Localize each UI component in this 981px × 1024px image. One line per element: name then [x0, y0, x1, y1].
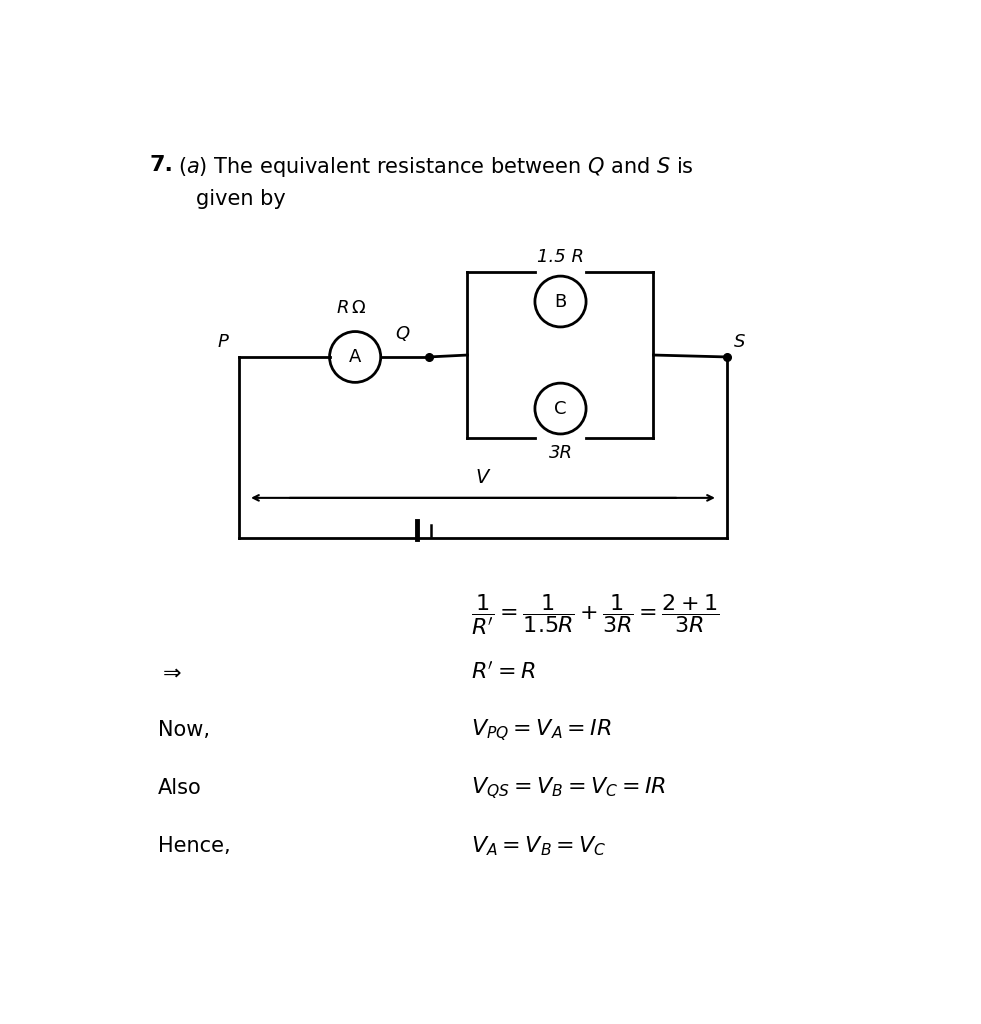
Text: $\dfrac{1}{R^{\prime}} = \dfrac{1}{1.5R} + \dfrac{1}{3R} = \dfrac{2+1}{3R}$: $\dfrac{1}{R^{\prime}} = \dfrac{1}{1.5R}… [472, 593, 720, 637]
Text: $V_A = V_B = V_C$: $V_A = V_B = V_C$ [472, 835, 607, 858]
Text: $S$: $S$ [734, 333, 747, 351]
Text: A: A [349, 348, 361, 366]
Text: $V$: $V$ [475, 468, 491, 487]
Text: 3R: 3R [548, 444, 573, 462]
Text: 1.5 R: 1.5 R [537, 248, 584, 266]
Text: Now,: Now, [158, 721, 210, 740]
Text: $R\,\Omega$: $R\,\Omega$ [336, 299, 367, 316]
Text: Hence,: Hence, [158, 836, 231, 856]
Text: $R^{\prime} = R$: $R^{\prime} = R$ [472, 662, 536, 683]
Text: B: B [554, 293, 567, 310]
Text: $V_{QS} = V_B = V_C = IR$: $V_{QS} = V_B = V_C = IR$ [472, 775, 666, 801]
Text: $P$: $P$ [217, 333, 230, 351]
Text: $Q$: $Q$ [395, 325, 411, 343]
Text: C: C [554, 399, 567, 418]
Text: given by: given by [196, 189, 286, 209]
Text: $\Rightarrow$: $\Rightarrow$ [158, 663, 181, 683]
Text: $V_{PQ} = V_A = IR$: $V_{PQ} = V_A = IR$ [472, 718, 612, 743]
Text: $(a)$ The equivalent resistance between $Q$ and $S$ is: $(a)$ The equivalent resistance between … [179, 156, 695, 179]
Text: Also: Also [158, 778, 201, 798]
Text: 7.: 7. [150, 156, 174, 175]
